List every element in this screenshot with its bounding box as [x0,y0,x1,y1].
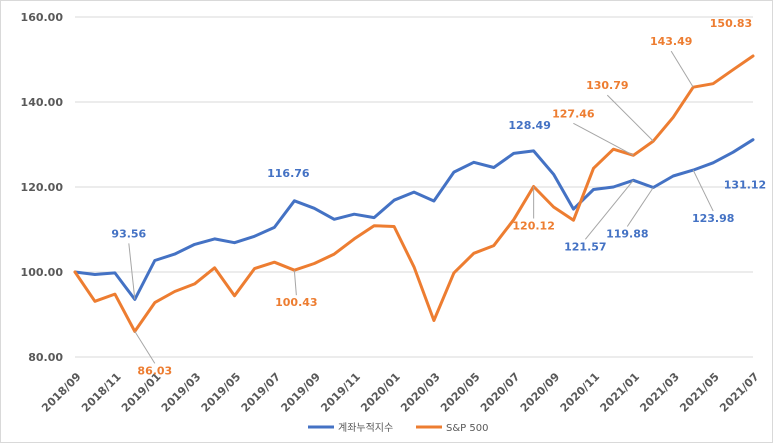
x-tick-label: 2020/11 [558,370,603,415]
x-tick-label: 2020/05 [438,370,483,415]
data-label: 150.83 [710,17,752,30]
x-tick-label: 2021/01 [598,370,643,415]
leader-line [293,270,297,296]
y-tick-label: 120.00 [21,181,64,194]
leader-line [606,94,654,142]
data-label: 119.88 [606,228,648,241]
data-label: 116.76 [267,167,310,180]
x-tick-label: 2021/05 [677,370,722,415]
x-tick-label: 2021/03 [637,370,682,415]
data-label: 127.46 [552,107,595,120]
data-label: 143.49 [650,35,692,48]
series-line [73,54,755,333]
x-tick-label: 2019/07 [239,370,284,415]
x-tick-label: 2019/05 [199,370,244,415]
leader-line [128,243,136,300]
data-label: 128.49 [508,119,550,132]
y-tick-label: 100.00 [21,266,64,279]
x-tick-label: 2020/01 [358,370,403,415]
leader-line [584,180,634,240]
x-tick-label: 2020/07 [478,370,523,415]
data-label: 130.79 [586,79,628,92]
data-label: 131.12 [724,179,766,192]
data-label: 123.98 [692,212,734,225]
leader-line [692,169,714,212]
y-tick-label: 160.00 [21,11,64,24]
data-label: 121.57 [564,240,606,253]
x-tick-label: 2018/11 [79,370,124,415]
leader-line [626,187,654,227]
x-tick-label: 2019/11 [318,370,363,415]
series-lines [73,54,755,333]
data-label: 120.12 [512,219,554,232]
y-axis-ticks: 80.00 100.00 120.00 140.00 160.00 [21,11,64,364]
y-tick-label: 140.00 [21,96,64,109]
data-label: 93.56 [111,227,146,240]
gridlines [75,16,753,358]
leader-line [134,331,156,364]
x-tick-label: 2020/09 [518,370,563,415]
legend-label: 계좌누적지수 [338,422,393,434]
label-leader-lines [128,50,714,364]
x-tick-label: 2021/07 [717,370,762,415]
x-tick-label: 2020/03 [398,370,443,415]
data-label: 86.03 [137,364,172,377]
series-line [73,138,755,301]
leader-line [670,50,694,88]
x-tick-label: 2018/09 [39,370,84,415]
legend: 계좌누적지수 S&P 500 [308,422,488,434]
y-tick-label: 80.00 [28,351,63,364]
x-tick-label: 2019/09 [279,370,324,415]
leader-line [573,122,634,156]
data-label: 100.43 [275,296,317,309]
legend-label: S&P 500 [446,423,488,434]
